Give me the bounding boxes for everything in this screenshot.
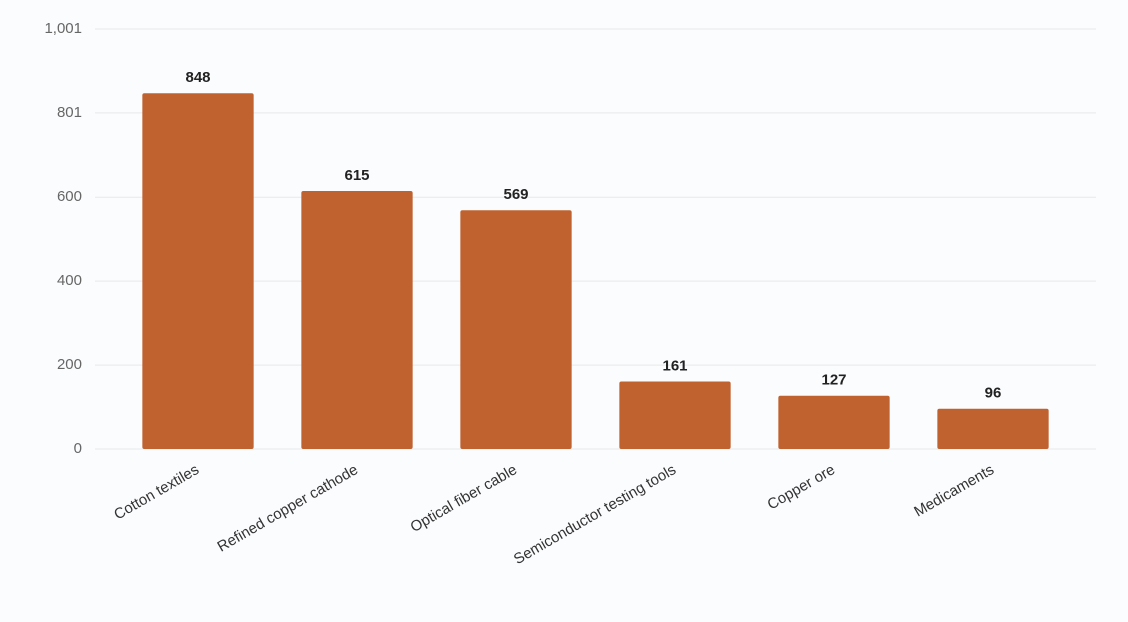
x-tick-label: Copper ore: [764, 461, 837, 513]
y-tick-label: 801: [57, 104, 82, 121]
x-tick-label: Semiconductor testing tools: [511, 461, 679, 568]
y-tick-label: 1,001: [44, 20, 82, 37]
value-label: 615: [344, 167, 369, 184]
value-label: 848: [185, 69, 210, 86]
y-tick-label: 400: [57, 272, 82, 289]
bar: [619, 381, 731, 449]
x-tick-label: Refined copper cathode: [215, 461, 361, 555]
bar: [778, 395, 890, 449]
y-tick-label: 200: [57, 356, 82, 373]
bar: [460, 210, 572, 449]
value-label: 127: [821, 372, 846, 389]
y-tick-label: 600: [57, 188, 82, 205]
bar: [937, 408, 1049, 449]
value-label: 569: [503, 186, 528, 203]
value-label: 96: [985, 385, 1002, 402]
x-tick-label: Optical fiber cable: [408, 461, 520, 536]
bar: [142, 93, 254, 449]
x-tick-label: Medicaments: [911, 461, 997, 520]
value-label: 161: [662, 357, 687, 374]
y-tick-label: 0: [74, 440, 82, 457]
x-tick-label: Cotton textiles: [111, 461, 202, 523]
bar: [301, 190, 413, 449]
